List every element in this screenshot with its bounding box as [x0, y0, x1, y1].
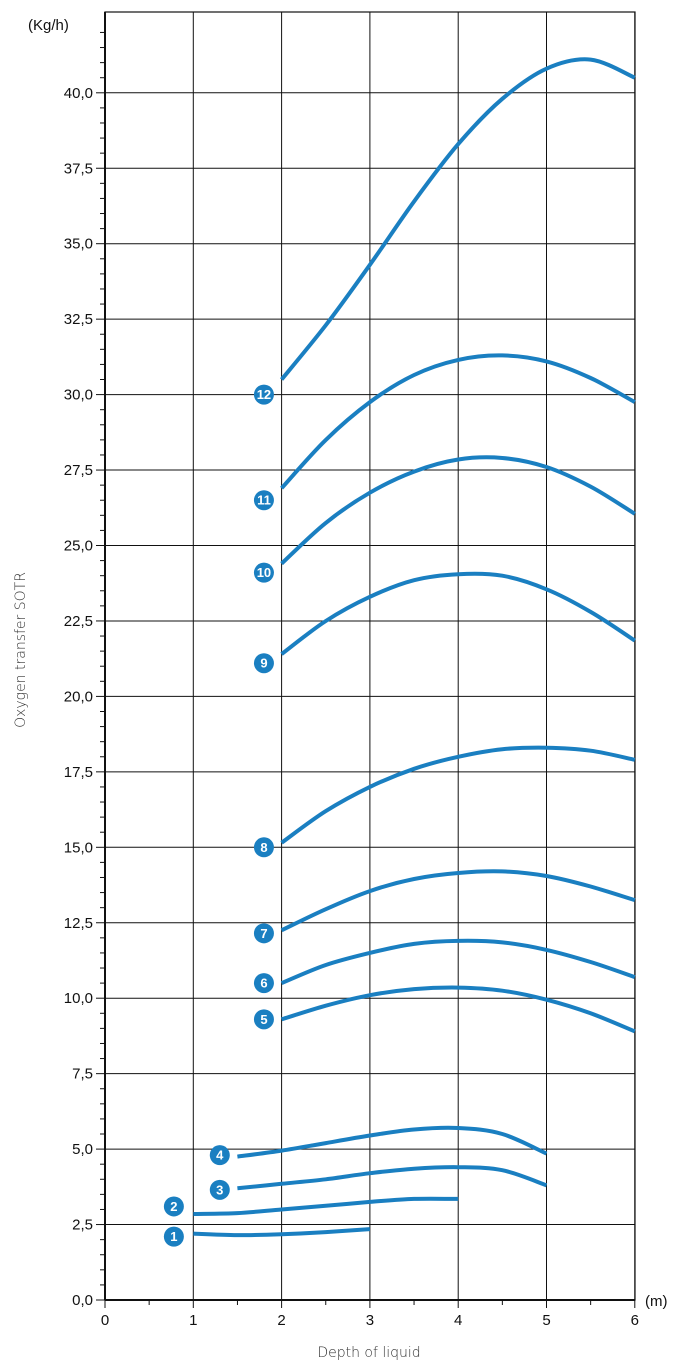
y-tick-label: 20,0	[64, 688, 93, 705]
y-tick-label: 32,5	[64, 311, 93, 328]
series-badge-label: 12	[257, 387, 271, 402]
series-badge-2: 2	[163, 1196, 184, 1217]
series-line-10	[280, 455, 636, 566]
series-badge-circle	[253, 384, 274, 405]
series-badge-8: 8	[253, 837, 274, 858]
x-tick-label: 0	[101, 1312, 109, 1329]
axes: 0,0 2,5 5,0 7,5 10,0 12,5 15,0 17,5 20,0 22,5 25,0…	[64, 12, 639, 1329]
series-badge-4: 4	[209, 1145, 230, 1166]
series-badge-circle	[209, 1145, 230, 1166]
y-tick-label: 22,5	[64, 613, 93, 630]
x-tick-label: 6	[631, 1312, 639, 1329]
y-tick-label: 30,0	[64, 387, 93, 404]
grid	[104, 11, 636, 1301]
y-tick-label: 10,0	[64, 990, 93, 1007]
series-badge-label: 4	[216, 1148, 224, 1163]
y-tick-label: 7,5	[72, 1066, 93, 1083]
series-badge-circle	[253, 562, 274, 583]
series-badge-9: 9	[253, 653, 274, 674]
series-line-1	[193, 1227, 371, 1238]
series-badge-label: 1	[170, 1229, 177, 1244]
series-badge-circle	[253, 1009, 274, 1030]
series-line-11	[280, 353, 636, 490]
series-badge-12: 12	[253, 384, 274, 405]
series-line-3	[237, 1165, 548, 1191]
series-badge-label: 9	[260, 656, 267, 671]
y-tick-label: 40,0	[64, 85, 93, 102]
series-badge-circle	[253, 653, 274, 674]
series-line-5	[281, 985, 636, 1034]
x-tick-label: 3	[366, 1312, 374, 1329]
series-badge-10: 10	[253, 562, 274, 583]
x-axis-title: Depth of liquid	[317, 1345, 420, 1361]
series-line-7	[280, 869, 636, 933]
y-tick-label: 35,0	[64, 236, 93, 253]
series-lines	[193, 57, 636, 1238]
series-badge-label: 7	[260, 926, 267, 941]
series-badge-label: 5	[260, 1012, 267, 1027]
series-badge-label: 10	[257, 565, 271, 580]
series-badge-label: 3	[216, 1182, 223, 1197]
x-unit-label: (m)	[645, 1293, 668, 1310]
series-line-4	[237, 1125, 548, 1159]
series-badge-circle	[209, 1179, 230, 1200]
series-line-6	[280, 938, 636, 985]
series-badge-6: 6	[253, 973, 274, 994]
series-badge-3: 3	[209, 1179, 230, 1200]
series-badge-11: 11	[253, 490, 274, 511]
y-tick-label: 27,5	[64, 462, 93, 479]
x-tick-label: 2	[277, 1312, 285, 1329]
series-badge-label: 8	[260, 840, 267, 855]
series-badge-circle	[253, 973, 274, 994]
y-tick-label: 0,0	[72, 1292, 93, 1309]
series-badge-label: 2	[170, 1199, 177, 1214]
x-tick-label: 5	[542, 1312, 550, 1329]
x-tick-label: 1	[189, 1312, 197, 1329]
series-badge-label: 6	[260, 976, 267, 991]
y-axis-title: Oxygen transfer SOTR	[13, 572, 29, 728]
y-unit-label: (Kg/h)	[28, 17, 69, 34]
series-line-12	[280, 57, 636, 381]
series-badge-circle	[253, 490, 274, 511]
y-tick-label: 17,5	[64, 764, 93, 781]
series-badge-circle	[253, 923, 274, 944]
y-tick-label: 15,0	[64, 839, 93, 856]
series-badge-1: 1	[163, 1226, 184, 1247]
series-badge-circle	[163, 1196, 184, 1217]
y-tick-label: 5,0	[72, 1141, 93, 1158]
series-badge-label: 11	[257, 493, 271, 508]
y-tick-label: 12,5	[64, 915, 93, 932]
series-line-2	[193, 1196, 459, 1216]
x-tick-label: 4	[454, 1312, 462, 1329]
series-badge-circle	[253, 837, 274, 858]
y-tick-label: 37,5	[64, 160, 93, 177]
y-tick-label: 25,0	[64, 538, 93, 555]
series-line-9	[280, 571, 636, 656]
series-badge-5: 5	[253, 1009, 274, 1030]
series-badge-circle	[163, 1226, 184, 1247]
series-badge-7: 7	[253, 923, 274, 944]
y-tick-label: 2,5	[72, 1217, 93, 1234]
series-line-8	[280, 745, 636, 845]
